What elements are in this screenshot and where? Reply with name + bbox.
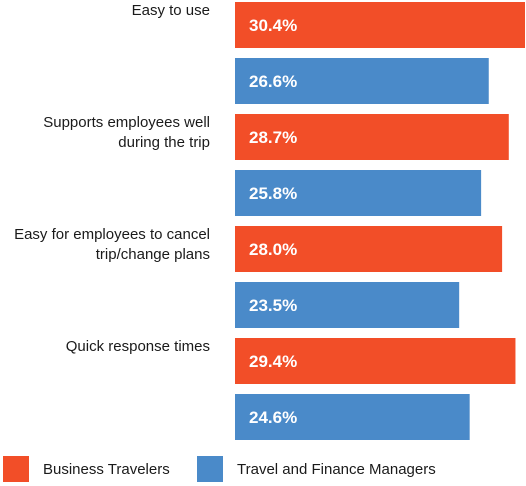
legend-label: Travel and Finance Managers bbox=[237, 461, 436, 478]
data-label: 30.4% bbox=[249, 16, 297, 35]
legend-swatch bbox=[197, 456, 223, 482]
category-label: during the trip bbox=[118, 134, 210, 151]
data-label: 25.8% bbox=[249, 184, 297, 203]
bar-travel-finance-managers bbox=[235, 58, 489, 104]
legend-swatch bbox=[3, 456, 29, 482]
data-label: 26.6% bbox=[249, 72, 297, 91]
bar-business-travelers bbox=[235, 338, 516, 384]
category-label: trip/change plans bbox=[96, 246, 210, 263]
data-label: 28.7% bbox=[249, 128, 297, 147]
data-label: 29.4% bbox=[249, 352, 297, 371]
bar-business-travelers bbox=[235, 226, 503, 272]
category-label: Quick response times bbox=[66, 338, 210, 355]
data-label: 24.6% bbox=[249, 408, 297, 427]
category-label: Easy to use bbox=[132, 2, 210, 19]
bar-travel-finance-managers bbox=[235, 170, 482, 216]
bar-travel-finance-managers bbox=[235, 282, 460, 328]
data-label: 28.0% bbox=[249, 240, 297, 259]
bar-business-travelers bbox=[235, 114, 509, 160]
data-label: 23.5% bbox=[249, 296, 297, 315]
category-label: Easy for employees to cancel bbox=[14, 226, 210, 243]
category-label: Supports employees well bbox=[43, 114, 210, 131]
legend-label: Business Travelers bbox=[43, 461, 170, 478]
bar-travel-finance-managers bbox=[235, 394, 470, 440]
bar-business-travelers bbox=[235, 2, 525, 48]
